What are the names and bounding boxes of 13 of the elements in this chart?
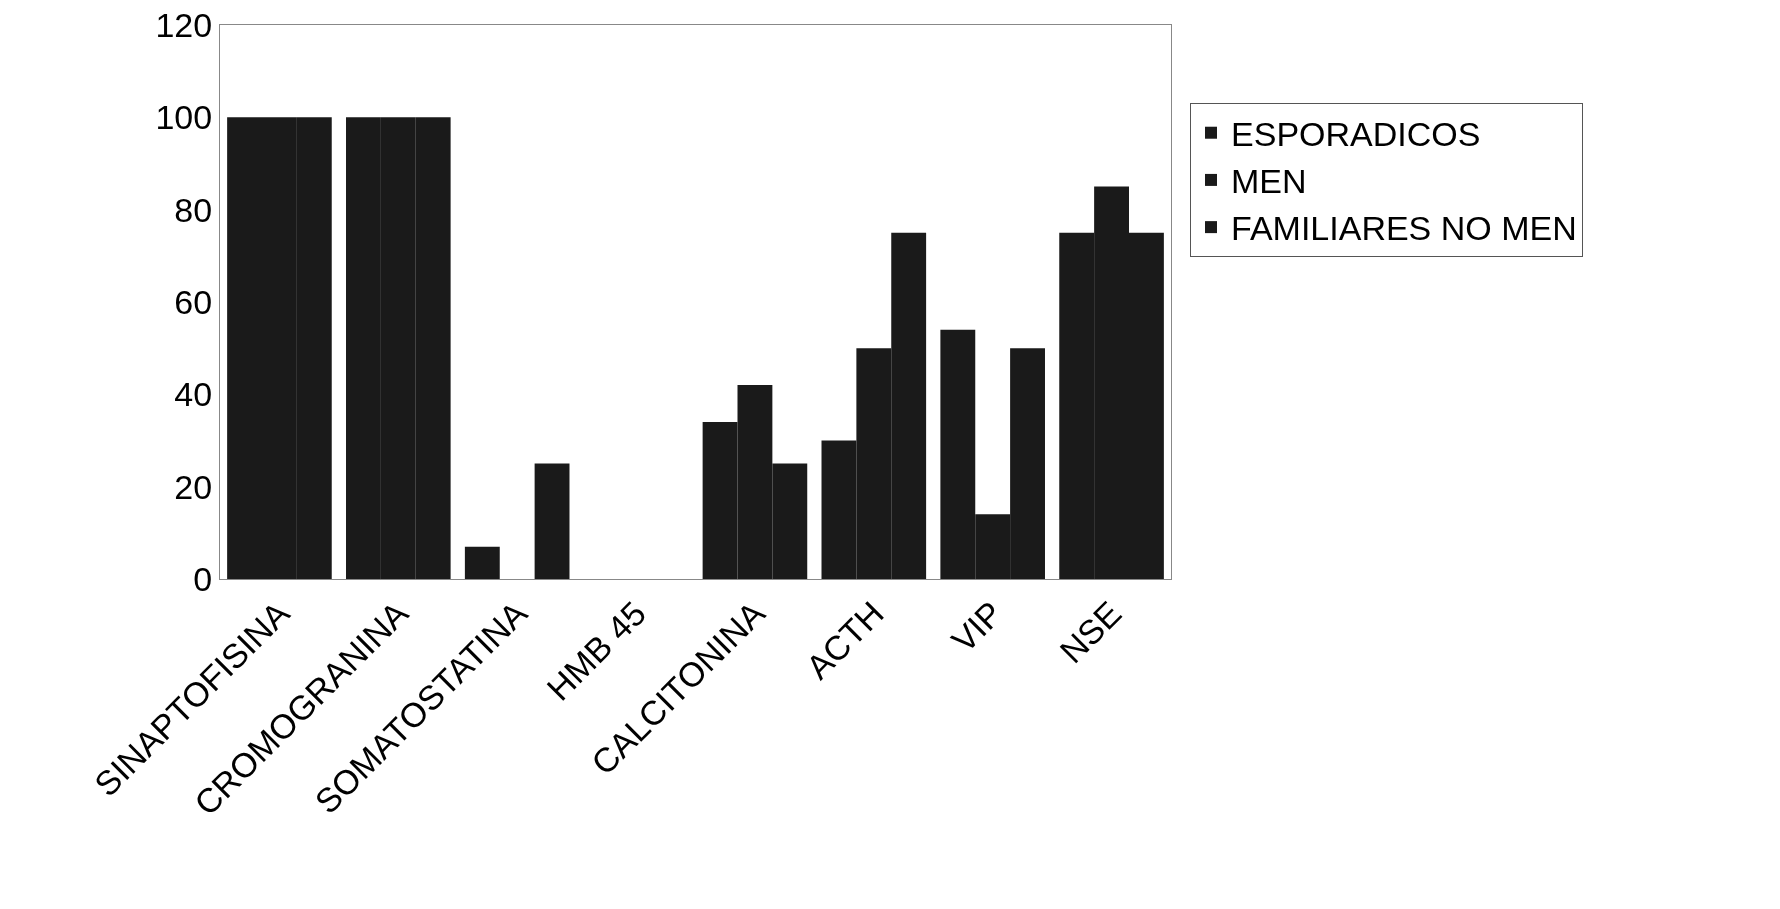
legend-label: FAMILIARES NO MEN [1231,209,1577,248]
legend-label: MEN [1231,162,1307,201]
y-tick-label: 0 [193,559,213,598]
legend-label: ESPORADICOS [1231,114,1481,153]
y-tick-label: 80 [174,190,213,229]
y-tick-label: 60 [174,282,213,321]
y-tick-label: 20 [174,467,213,506]
y-tick-label: 120 [155,5,213,44]
y-tick-label: 100 [155,98,213,137]
x-tick-label: VIP [944,593,1010,660]
y-tick-label: 40 [174,375,213,414]
bar [464,546,500,579]
bar [534,463,570,579]
